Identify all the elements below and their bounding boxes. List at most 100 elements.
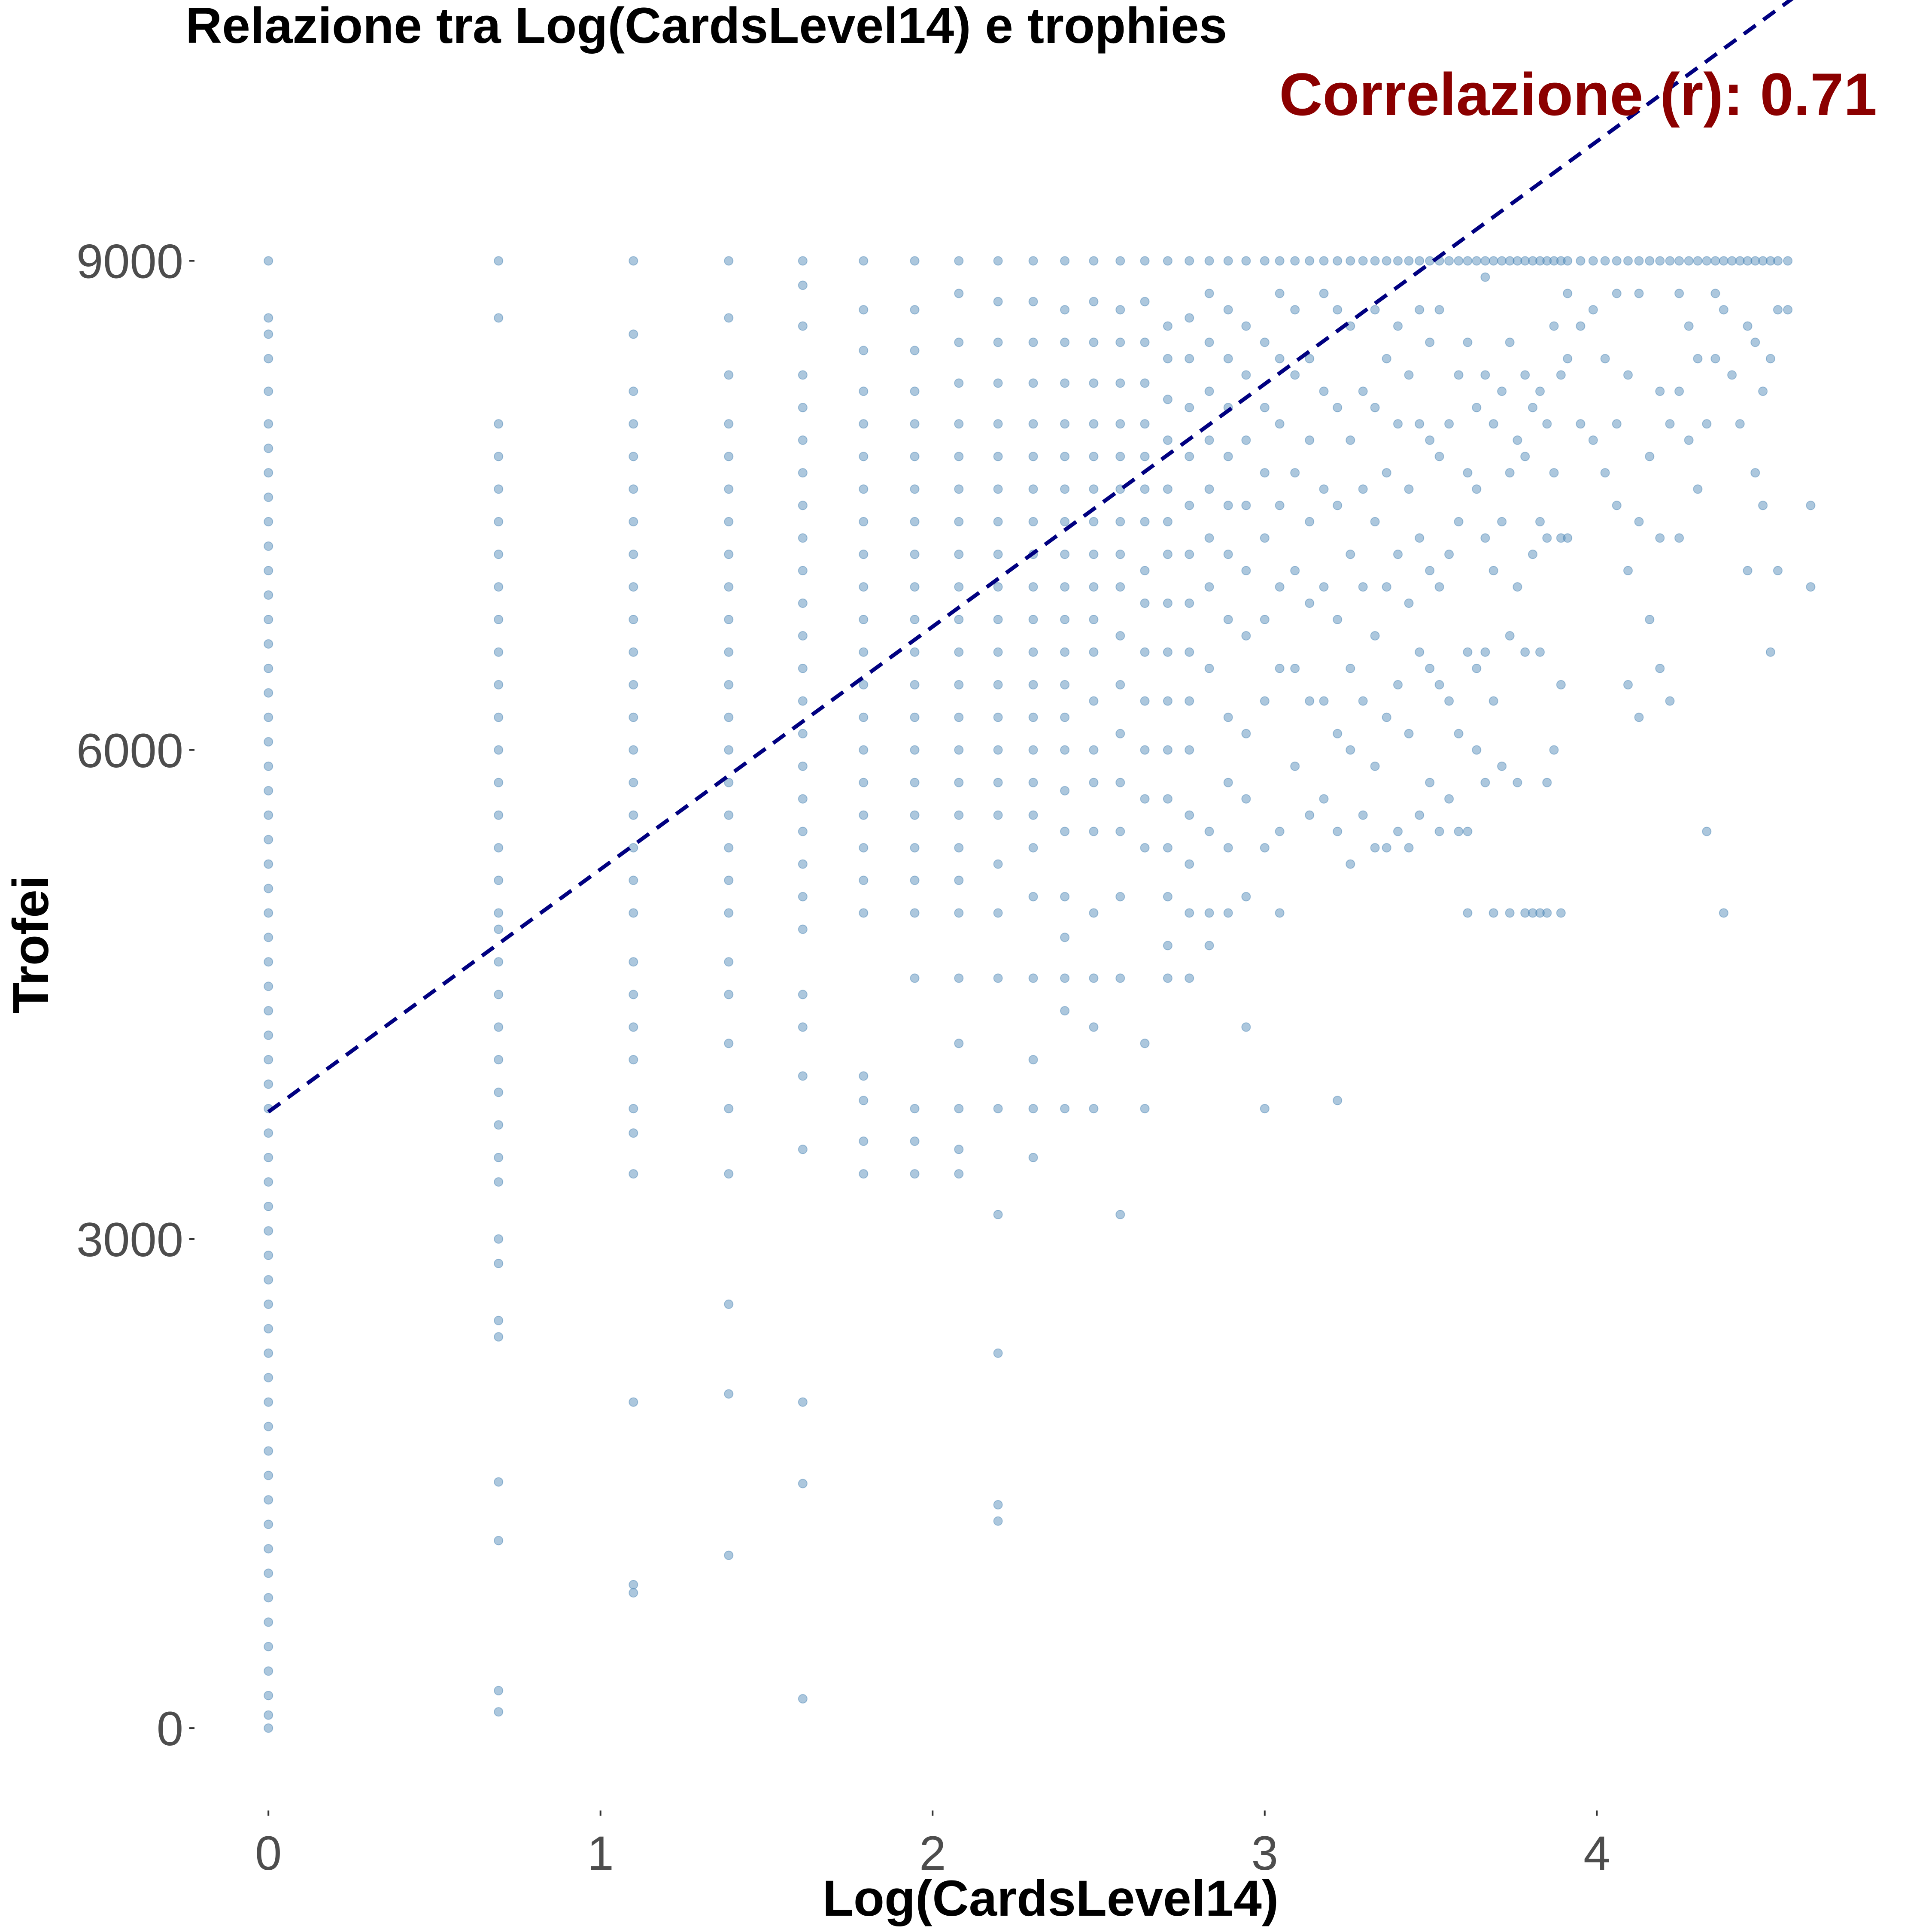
y-axis-title: Trofei bbox=[3, 875, 59, 1013]
data-point bbox=[264, 1250, 273, 1260]
data-point bbox=[1140, 843, 1150, 853]
data-point bbox=[1060, 745, 1070, 755]
x-tick-label: 3 bbox=[1252, 1826, 1278, 1880]
data-point bbox=[629, 1055, 638, 1065]
data-point bbox=[1556, 908, 1566, 918]
data-point bbox=[1750, 256, 1760, 266]
data-point bbox=[1223, 615, 1233, 624]
data-point bbox=[1370, 631, 1380, 641]
data-point bbox=[1241, 794, 1251, 804]
data-point bbox=[910, 484, 920, 494]
data-point bbox=[264, 1691, 273, 1701]
data-point bbox=[993, 1210, 1003, 1219]
data-point bbox=[1425, 778, 1435, 787]
data-point bbox=[1634, 712, 1644, 722]
data-point bbox=[954, 615, 964, 624]
data-point bbox=[1204, 826, 1214, 836]
data-point bbox=[1743, 566, 1753, 576]
data-point bbox=[910, 615, 920, 624]
data-point bbox=[993, 378, 1003, 388]
data-point bbox=[264, 1593, 273, 1603]
data-point bbox=[798, 370, 808, 380]
data-point bbox=[1060, 647, 1070, 657]
data-point bbox=[1743, 256, 1753, 266]
data-point bbox=[629, 1588, 638, 1598]
data-point bbox=[1185, 696, 1194, 706]
data-point bbox=[1028, 973, 1038, 983]
data-point bbox=[1535, 908, 1545, 918]
data-point bbox=[264, 1177, 273, 1187]
data-point bbox=[1773, 305, 1783, 315]
data-point bbox=[1223, 501, 1233, 510]
data-point bbox=[954, 256, 964, 266]
data-point bbox=[264, 1275, 273, 1285]
data-point bbox=[859, 305, 869, 315]
data-point bbox=[859, 484, 869, 494]
data-point bbox=[1028, 517, 1038, 527]
data-point bbox=[1185, 501, 1194, 510]
data-point bbox=[1060, 786, 1070, 796]
data-point bbox=[1204, 941, 1214, 951]
data-point bbox=[1472, 256, 1482, 266]
data-point bbox=[798, 696, 808, 706]
data-point bbox=[954, 843, 964, 853]
data-point bbox=[494, 484, 504, 494]
data-point bbox=[1060, 378, 1070, 388]
data-point bbox=[1710, 256, 1720, 266]
data-point bbox=[494, 1177, 504, 1187]
data-point bbox=[1404, 729, 1414, 738]
data-point bbox=[264, 884, 273, 893]
data-point bbox=[494, 1258, 504, 1268]
data-point bbox=[1358, 386, 1368, 396]
data-point bbox=[1089, 908, 1099, 918]
data-point bbox=[1028, 256, 1038, 266]
data-point bbox=[1163, 696, 1173, 706]
data-point bbox=[954, 484, 964, 494]
data-point bbox=[629, 615, 638, 624]
data-point bbox=[629, 582, 638, 592]
data-point bbox=[1115, 892, 1125, 902]
data-point bbox=[1528, 550, 1537, 559]
data-point bbox=[1305, 435, 1315, 445]
data-point bbox=[1549, 321, 1559, 331]
data-point bbox=[1684, 256, 1694, 266]
data-point bbox=[1260, 468, 1270, 478]
data-point bbox=[1693, 354, 1703, 364]
data-point bbox=[1358, 582, 1368, 592]
data-point bbox=[1115, 680, 1125, 690]
data-point bbox=[1185, 313, 1194, 323]
data-point bbox=[264, 908, 273, 918]
data-point bbox=[724, 452, 734, 462]
data-point bbox=[1115, 1210, 1125, 1219]
data-point bbox=[724, 843, 734, 853]
data-point bbox=[1488, 419, 1498, 429]
data-point bbox=[910, 582, 920, 592]
data-point bbox=[1535, 256, 1545, 266]
data-point bbox=[1454, 729, 1464, 738]
data-point bbox=[1089, 452, 1099, 462]
data-point bbox=[494, 1707, 504, 1717]
data-point bbox=[1370, 305, 1380, 315]
data-point bbox=[859, 419, 869, 429]
data-point bbox=[1415, 256, 1425, 266]
data-point bbox=[1743, 321, 1753, 331]
data-point bbox=[1588, 435, 1598, 445]
data-point bbox=[1223, 354, 1233, 364]
data-point bbox=[1480, 533, 1490, 543]
data-point bbox=[724, 778, 734, 787]
data-point bbox=[264, 1324, 273, 1334]
data-point bbox=[1305, 517, 1315, 527]
data-point bbox=[1370, 761, 1380, 771]
y-tick-label: 6000 bbox=[76, 724, 183, 778]
data-point bbox=[910, 1104, 920, 1114]
data-point bbox=[1260, 533, 1270, 543]
data-point bbox=[494, 1234, 504, 1244]
data-point bbox=[1305, 256, 1315, 266]
data-point bbox=[724, 1389, 734, 1399]
data-point bbox=[1028, 778, 1038, 787]
data-point bbox=[1425, 337, 1435, 347]
data-point bbox=[1333, 256, 1343, 266]
data-point bbox=[1241, 631, 1251, 641]
